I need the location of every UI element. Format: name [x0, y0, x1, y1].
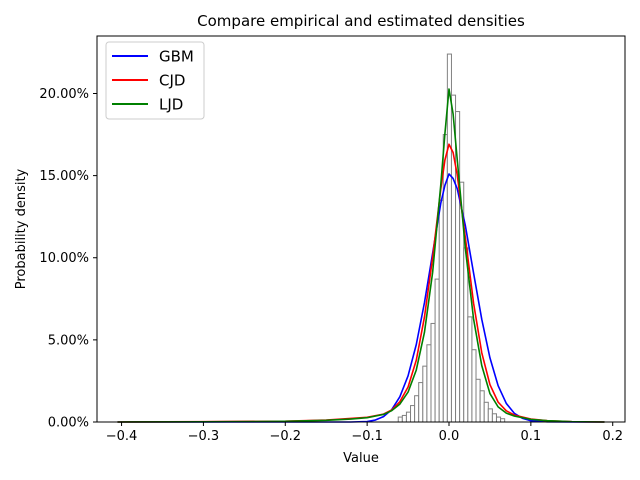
x-tick-label: 0.2	[602, 429, 623, 444]
y-axis-label: Probability density	[14, 168, 29, 289]
histogram-bar	[426, 344, 432, 423]
y-tick-label: 0.00%	[48, 416, 89, 431]
histogram-bar	[401, 414, 407, 423]
x-tick-label: 0.0	[439, 429, 460, 444]
histogram-bar	[418, 382, 424, 423]
y-tick-label: 20.00%	[39, 87, 89, 102]
x-tick-label: −0.3	[188, 429, 220, 444]
plot-frame	[96, 35, 626, 423]
histogram-bar	[471, 349, 477, 423]
legend: GBM CJD LJD	[105, 41, 205, 120]
y-tick-label: 10.00%	[39, 251, 89, 266]
chart-title: Compare empirical and estimated densitie…	[197, 12, 525, 30]
histogram-bar	[479, 390, 485, 423]
histogram-bar	[483, 401, 489, 423]
x-axis: −0.4 −0.3 −0.2 −0.1 0.0 0.1 0.2	[106, 422, 623, 444]
histogram-bar	[414, 395, 420, 423]
plot-area	[117, 53, 605, 423]
histogram-bar	[450, 94, 457, 423]
histogram-bar	[463, 247, 469, 423]
histogram-bar	[491, 413, 497, 423]
x-tick-label: −0.4	[106, 429, 138, 444]
histogram-bar	[495, 416, 502, 423]
histogram-bar	[430, 322, 436, 423]
histogram-bar	[438, 199, 444, 423]
histogram-bar	[442, 134, 448, 423]
histogram-bar	[487, 408, 493, 423]
histogram-bar	[422, 365, 428, 423]
legend-label-ljd: LJD	[159, 96, 183, 114]
y-tick-label: 5.00%	[48, 333, 89, 348]
y-tick-label: 15.00%	[39, 169, 89, 184]
x-tick-label: 0.1	[521, 429, 542, 444]
histogram-bar	[446, 53, 452, 423]
histogram-bar	[475, 378, 481, 423]
histogram	[397, 53, 506, 423]
y-axis: 0.00% 5.00% 10.00% 15.00% 20.00%	[39, 87, 97, 431]
histogram-bar	[434, 278, 440, 423]
legend-label-cjd: CJD	[159, 72, 185, 90]
x-tick-label: −0.2	[269, 429, 301, 444]
x-tick-label: −0.1	[351, 429, 383, 444]
histogram-bar	[397, 416, 403, 423]
series-line-ljd	[117, 88, 605, 423]
histogram-bar	[410, 405, 416, 423]
histogram-bar	[467, 316, 473, 423]
series-line-gbm	[117, 173, 605, 423]
legend-box	[105, 41, 205, 120]
legend-label-gbm: GBM	[159, 48, 194, 66]
x-axis-label: Value	[343, 451, 379, 466]
histogram-bar	[405, 411, 412, 423]
